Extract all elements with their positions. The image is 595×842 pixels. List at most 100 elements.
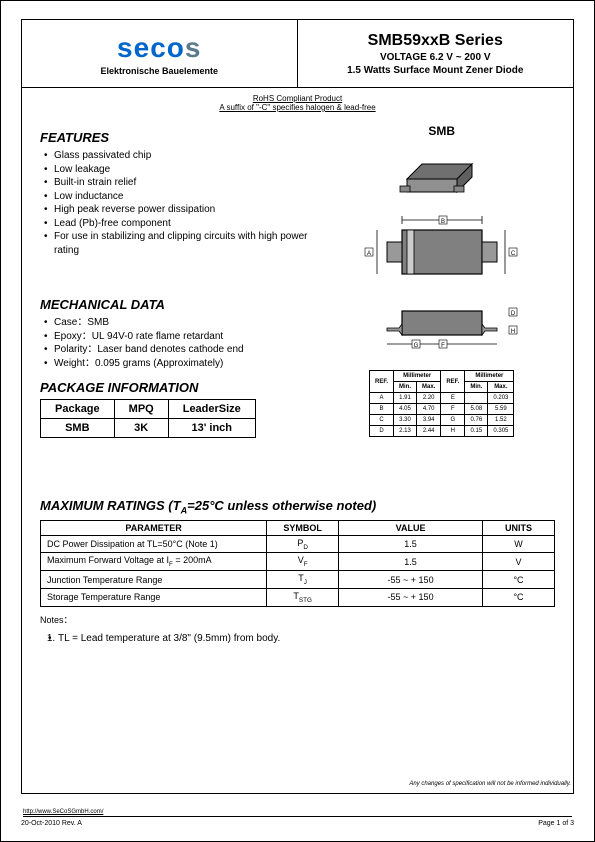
dim-cell: 3.30: [394, 415, 417, 426]
rohs-line2: A suffix of "-C" specifies halogen & lea…: [22, 103, 573, 112]
mech-item: Weight：0.095 grams (Approximately): [54, 357, 328, 371]
footer-url: http://www.SeCoSGmbH.com/: [23, 809, 103, 815]
dim-cell: 5.08: [465, 404, 488, 415]
svg-text:D: D: [511, 311, 516, 317]
pkg-cell: 13' inch: [168, 419, 255, 438]
max-cell: DC Power Dissipation at TL=50°C (Note 1): [41, 535, 267, 553]
table-row: DC Power Dissipation at TL=50°C (Note 1)…: [41, 535, 555, 553]
dim-max: Max.: [417, 382, 441, 393]
logo-suffix: s: [185, 32, 202, 64]
mech-item: Case：SMB: [54, 316, 328, 330]
max-cell: -55 ~ + 150: [339, 571, 483, 589]
dim-mm-header: Millimeter: [465, 371, 514, 382]
max-ratings-section: MAXIMUM RATINGS (TA=25°C unless otherwis…: [40, 498, 555, 645]
pkg-header: MPQ: [114, 400, 168, 419]
dim-cell: C: [369, 415, 393, 426]
smb-label: SMB: [328, 124, 555, 138]
dim-cell: D: [369, 426, 393, 437]
footer: 20-Oct-2010 Rev. A Page 1 of 3: [21, 820, 574, 827]
svg-text:C: C: [511, 251, 516, 257]
max-cell: Storage Temperature Range: [41, 588, 267, 606]
package-diagrams: B A C: [328, 144, 555, 356]
dim-ref-header: REF.: [441, 371, 465, 393]
pkg-header: Package: [41, 400, 115, 419]
dim-cell: G: [441, 415, 465, 426]
max-ratings-table: PARAMETER SYMBOL VALUE UNITS DC Power Di…: [40, 520, 555, 607]
svg-text:B: B: [441, 219, 445, 225]
dim-cell: 0.203: [488, 393, 514, 404]
header: secos Elektronische Bauelemente SMB59xxB…: [22, 20, 573, 88]
table-row: C3.303.94G0.761.52: [369, 415, 513, 426]
package-table: Package MPQ LeaderSize SMB 3K 13' inch: [40, 399, 256, 438]
dim-cell: 1.91: [394, 393, 417, 404]
table-row: D2.132.44H0.150.305: [369, 426, 513, 437]
dim-cell: E: [441, 393, 465, 404]
dim-cell: H: [441, 426, 465, 437]
footer-date: 20-Oct-2010 Rev. A: [21, 820, 82, 827]
footer-page: Page 1 of 3: [538, 820, 574, 827]
dim-cell: 2.13: [394, 426, 417, 437]
page: secos Elektronische Bauelemente SMB59xxB…: [0, 0, 595, 842]
features-heading: FEATURES: [40, 130, 328, 145]
logo-prefix: seco: [117, 32, 185, 64]
max-cell: Junction Temperature Range: [41, 571, 267, 589]
dim-min: Min.: [394, 382, 417, 393]
feature-item: Built-in strain relief: [54, 176, 328, 190]
table-row: REF. Millimeter REF. Millimeter: [369, 371, 513, 382]
svg-text:G: G: [413, 343, 418, 349]
table-row: PARAMETER SYMBOL VALUE UNITS: [41, 520, 555, 535]
svg-text:F: F: [441, 343, 445, 349]
content-frame: secos Elektronische Bauelemente SMB59xxB…: [21, 19, 574, 794]
rohs-line1: RoHS Compliant Product: [22, 94, 573, 103]
pkg-cell: SMB: [41, 419, 115, 438]
header-logo-cell: secos Elektronische Bauelemente: [22, 20, 298, 87]
dim-max: Max.: [488, 382, 514, 393]
logo-subtitle: Elektronische Bauelemente: [100, 66, 218, 76]
table-row: A1.912.20E0.203: [369, 393, 513, 404]
mech-item: Epoxy：UL 94V-0 rate flame retardant: [54, 330, 328, 344]
dim-min: Min.: [465, 382, 488, 393]
max-ratings-heading: MAXIMUM RATINGS (TA=25°C unless otherwis…: [40, 498, 555, 516]
side-view-icon: F G D H: [357, 296, 527, 356]
max-header: UNITS: [483, 520, 555, 535]
max-cell: PD: [267, 535, 339, 553]
top-view-icon: B A C: [357, 212, 527, 284]
dim-cell: 3.94: [417, 415, 441, 426]
dim-mm-header: Millimeter: [394, 371, 441, 382]
dim-ref-header: REF.: [369, 371, 393, 393]
max-header: SYMBOL: [267, 520, 339, 535]
pkg-header: LeaderSize: [168, 400, 255, 419]
max-cell: 1.5: [339, 553, 483, 571]
dim-cell: [465, 393, 488, 404]
product-subtitle: 1.5 Watts Surface Mount Zener Diode: [347, 65, 523, 76]
left-column: FEATURES Glass passivated chip Low leaka…: [40, 120, 328, 438]
table-row: Storage Temperature Range TSTG -55 ~ + 1…: [41, 588, 555, 606]
max-header: VALUE: [339, 520, 483, 535]
dim-cell: 1.52: [488, 415, 514, 426]
dim-cell: F: [441, 404, 465, 415]
max-cell: VF: [267, 553, 339, 571]
dim-cell: B: [369, 404, 393, 415]
dim-cell: 2.44: [417, 426, 441, 437]
mechanical-list: Case：SMB Epoxy：UL 94V-0 rate flame retar…: [40, 316, 328, 370]
svg-text:A: A: [367, 251, 371, 257]
table-row: Junction Temperature Range TJ -55 ~ + 15…: [41, 571, 555, 589]
dim-cell: 0.76: [465, 415, 488, 426]
right-column: SMB: [328, 120, 555, 438]
table-row: SMB 3K 13' inch: [41, 419, 256, 438]
dim-cell: 4.70: [417, 404, 441, 415]
footer-disclaimer: Any changes of specification will not be…: [409, 781, 571, 787]
feature-item: Glass passivated chip: [54, 149, 328, 163]
note-item: TL = Lead temperature at 3/8" (9.5mm) fr…: [58, 632, 555, 646]
max-cell: -55 ~ + 150: [339, 588, 483, 606]
dim-cell: 0.305: [488, 426, 514, 437]
feature-item: For use in stabilizing and clipping circ…: [54, 230, 328, 257]
mechanical-heading: MECHANICAL DATA: [40, 297, 328, 312]
dim-cell: A: [369, 393, 393, 404]
dimension-table: REF. Millimeter REF. Millimeter Min. Max…: [369, 370, 514, 437]
series-title: SMB59xxB Series: [368, 32, 503, 50]
iso-view-icon: [382, 144, 502, 200]
max-cell: TSTG: [267, 588, 339, 606]
max-cell: TJ: [267, 571, 339, 589]
rohs-notice: RoHS Compliant Product A suffix of "-C" …: [22, 94, 573, 112]
